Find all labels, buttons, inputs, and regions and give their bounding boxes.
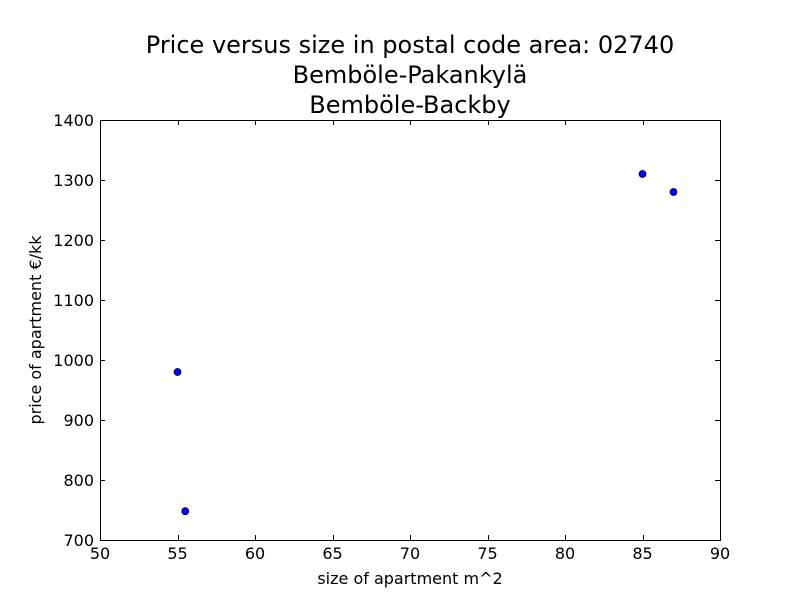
data-point xyxy=(173,368,182,376)
y-tick-label: 900 xyxy=(63,411,94,430)
chart-title: Price versus size in postal code area: 0… xyxy=(146,31,674,119)
x-tick-label: 85 xyxy=(632,544,652,563)
x-axis-label: size of apartment m^2 xyxy=(317,569,502,588)
x-axis: 50 55 60 65 70 75 80 85 90 xyxy=(90,120,730,563)
data-point xyxy=(669,188,678,196)
chart-title-line-3: Bemböle-Backby xyxy=(309,91,510,119)
x-tick-label: 75 xyxy=(477,544,497,563)
chart-title-line-1: Price versus size in postal code area: 0… xyxy=(146,31,674,59)
x-tick-label: 55 xyxy=(167,544,187,563)
x-tick-label: 80 xyxy=(555,544,575,563)
y-tick-label: 1200 xyxy=(53,231,94,250)
chart-title-line-2: Bemböle-Pakankylä xyxy=(293,61,528,89)
plot-area xyxy=(100,120,721,541)
y-tick-label: 1100 xyxy=(53,291,94,310)
y-tick-label: 1300 xyxy=(53,171,94,190)
y-tick-label: 800 xyxy=(63,471,94,490)
plot-frame xyxy=(100,120,721,541)
data-point xyxy=(181,507,190,516)
x-tick-label: 70 xyxy=(400,544,420,563)
y-tick-label: 1000 xyxy=(53,351,94,370)
x-tick-label: 50 xyxy=(90,544,110,563)
y-tick-label: 700 xyxy=(63,531,94,550)
data-point xyxy=(638,170,647,178)
y-axis-label: price of apartment €/kk xyxy=(26,235,45,425)
data-points xyxy=(173,170,678,516)
x-tick-label: 90 xyxy=(710,544,730,563)
x-tick-label: 65 xyxy=(322,544,342,563)
x-tick-label: 60 xyxy=(245,544,265,563)
y-tick-label: 1400 xyxy=(53,111,94,130)
y-axis: 700 800 900 1000 1100 1200 1300 1400 xyxy=(53,111,720,550)
